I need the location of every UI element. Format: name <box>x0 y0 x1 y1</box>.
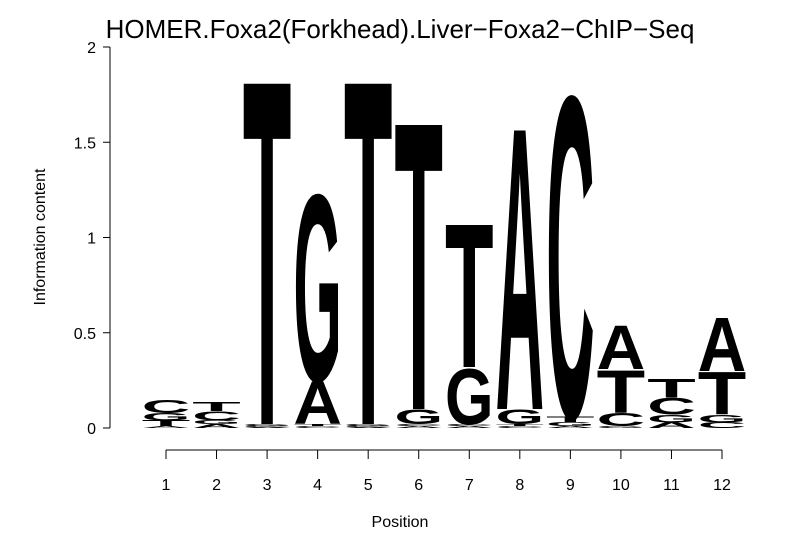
logo-letter: A <box>647 421 696 430</box>
logo-letter: T <box>293 424 342 427</box>
logo-letter: C <box>293 426 342 429</box>
x-tick-label: 7 <box>465 477 474 494</box>
x-axis-label: Position <box>372 514 429 531</box>
logo-letter: A <box>496 43 545 495</box>
logo-letter: A <box>142 426 191 429</box>
logo-letter: G <box>546 421 595 427</box>
logo-letter: C <box>192 409 241 424</box>
logo-letter: T <box>394 35 443 496</box>
logo-letter: C <box>597 410 646 431</box>
logo-letter: T <box>647 373 696 403</box>
y-tick-label: 0.5 <box>74 326 96 343</box>
logo-letter: A <box>597 312 646 383</box>
logo-letter: T <box>243 0 292 530</box>
logo-letter: T <box>445 181 494 412</box>
x-tick-label: 9 <box>566 477 575 494</box>
logo-letter: T <box>142 419 191 428</box>
logo-letter: G <box>597 426 646 429</box>
logo-letter: C <box>243 426 292 427</box>
logo-letter: A <box>293 369 342 437</box>
logo-letter: G <box>698 413 747 425</box>
logo-letter: G <box>192 420 241 426</box>
logo-letter: C <box>546 0 595 515</box>
logo-letter: A <box>445 426 494 429</box>
logo-letter: A <box>698 303 747 388</box>
logo-letter: G <box>142 411 191 423</box>
logo-letter: G <box>344 424 393 427</box>
logo-letter: A <box>192 423 241 429</box>
x-tick-label: 2 <box>212 477 221 494</box>
x-tick-label: 10 <box>612 477 630 494</box>
x-tick-label: 6 <box>414 477 423 494</box>
logo-letter: A <box>546 426 595 429</box>
y-tick-label: 1.5 <box>74 135 96 152</box>
logo-letter: C <box>698 421 747 430</box>
logo-letter: T <box>496 424 545 427</box>
chart-title: HOMER.Foxa2(Forkhead).Liver−Foxa2−ChIP−S… <box>106 14 695 44</box>
x-tick-label: 3 <box>263 477 272 494</box>
logo-letter: T <box>344 0 393 530</box>
logo-letter: T <box>597 358 646 426</box>
x-tick-label: 1 <box>162 477 171 494</box>
x-tick-label: 5 <box>364 477 373 494</box>
logo-letter: C <box>496 426 545 429</box>
logo-letter: C <box>142 396 191 417</box>
logo-letter: T <box>698 360 747 428</box>
logo-letter: C <box>344 426 393 427</box>
x-tick-label: 12 <box>713 477 731 494</box>
x-tick-label: 8 <box>515 477 524 494</box>
x-tick-label: 4 <box>313 477 322 494</box>
logo-letter: G <box>293 139 342 438</box>
logo-letter: T <box>546 415 595 424</box>
logo-letter: C <box>647 393 696 420</box>
y-tick-label: 0 <box>87 421 96 438</box>
logo-letter: A <box>344 427 393 428</box>
logo-letter: A <box>243 427 292 428</box>
logo-letter: G <box>647 413 696 425</box>
logo-letter: A <box>394 426 443 429</box>
x-tick-label: 11 <box>663 477 680 494</box>
logo-letter: G <box>445 353 494 442</box>
logo-letter: G <box>394 405 443 429</box>
logo-letter: T <box>192 399 241 414</box>
logo-letter: C <box>394 424 443 427</box>
logo-letter: C <box>445 424 494 427</box>
y-axis-label: Information content <box>32 168 49 306</box>
logo-letter: G <box>243 424 292 427</box>
y-tick-label: 2 <box>87 40 96 57</box>
logo-letter: G <box>496 405 545 429</box>
y-tick-label: 1 <box>87 231 96 248</box>
